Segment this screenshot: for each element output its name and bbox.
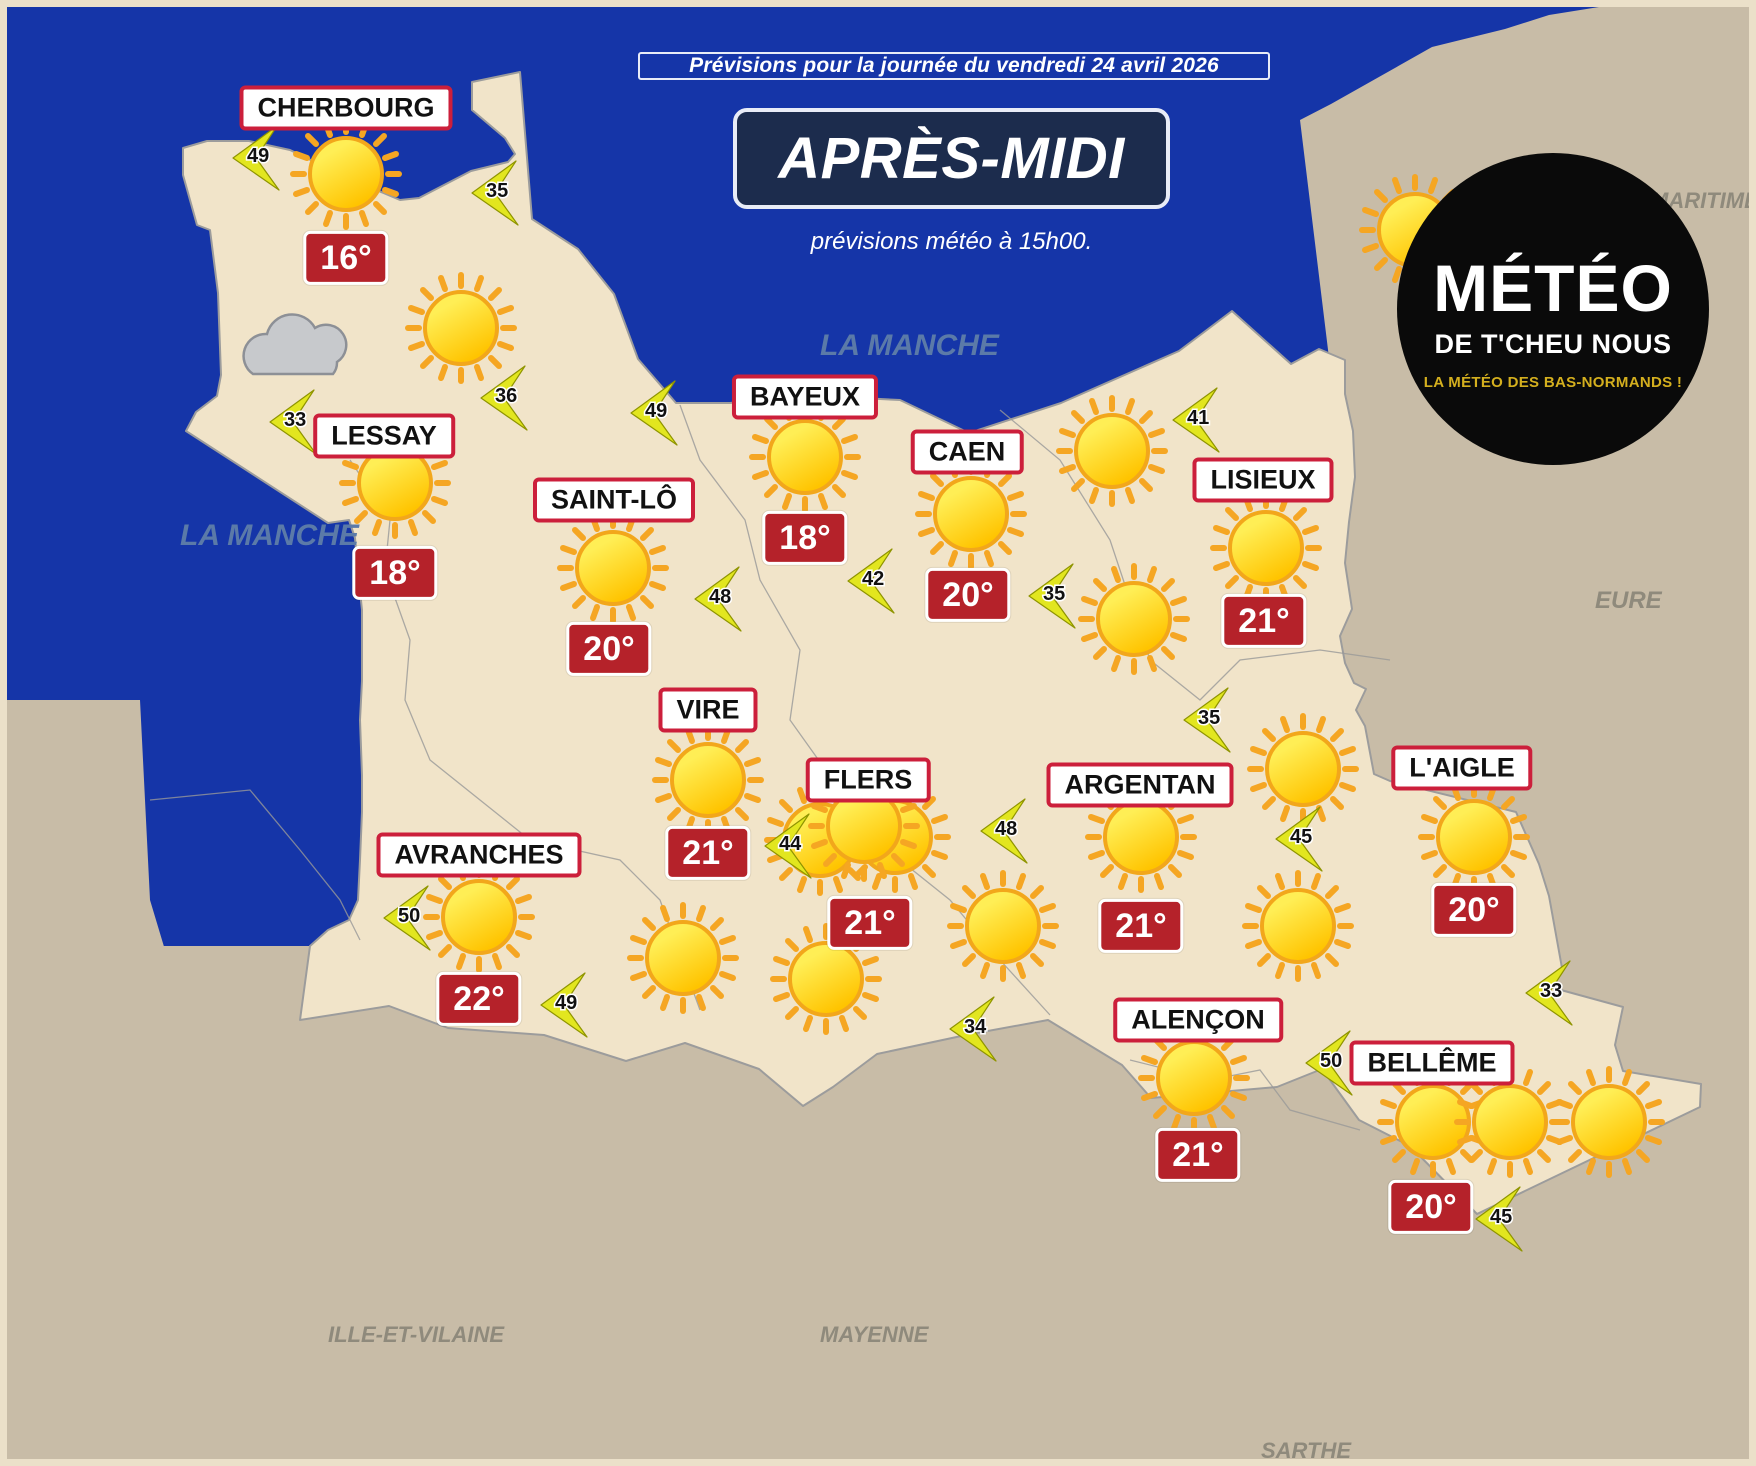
svg-text:34: 34: [964, 1016, 987, 1038]
svg-text:33: 33: [284, 409, 306, 431]
svg-text:LA MANCHE: LA MANCHE: [820, 329, 1000, 362]
svg-text:45: 45: [1290, 826, 1312, 848]
svg-text:45: 45: [1490, 1206, 1512, 1228]
svg-text:33: 33: [1540, 980, 1562, 1002]
svg-text:48: 48: [995, 818, 1017, 840]
svg-text:44: 44: [779, 833, 802, 855]
svg-text:49: 49: [555, 992, 577, 1014]
svg-text:50: 50: [398, 905, 420, 927]
svg-text:35: 35: [486, 180, 508, 202]
svg-text:36: 36: [495, 385, 517, 407]
svg-text:41: 41: [1187, 407, 1209, 429]
svg-text:35: 35: [1198, 707, 1220, 729]
svg-text:EURE: EURE: [1595, 587, 1663, 614]
svg-text:MAYENNE: MAYENNE: [820, 1322, 930, 1347]
svg-text:49: 49: [645, 400, 667, 422]
svg-text:49: 49: [247, 145, 269, 167]
svg-text:ILLE-ET-VILAINE: ILLE-ET-VILAINE: [328, 1322, 505, 1347]
svg-text:48: 48: [709, 586, 731, 608]
svg-text:42: 42: [862, 568, 884, 590]
svg-text:50: 50: [1320, 1050, 1342, 1072]
svg-text:SARTHE: SARTHE: [1261, 1438, 1352, 1463]
svg-text:LA MANCHE: LA MANCHE: [180, 519, 360, 552]
svg-text:35: 35: [1043, 583, 1065, 605]
